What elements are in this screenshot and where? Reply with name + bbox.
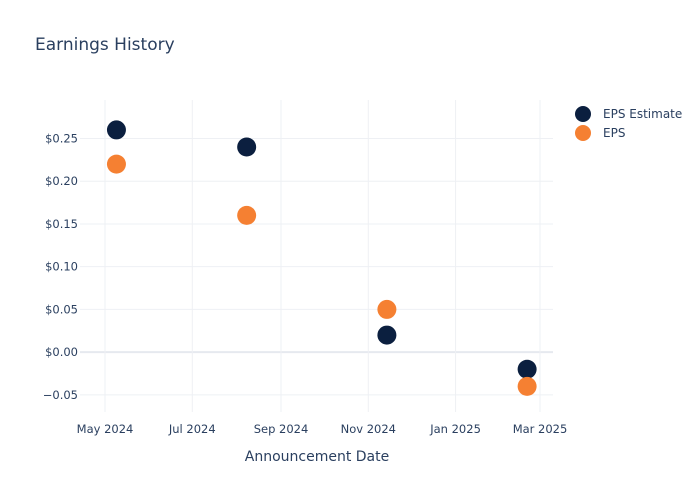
y-tick-label: $0.05 [45, 302, 78, 316]
x-axis: May 2024 Jul 2024 Sep 2024 Nov 2024 Jan 2025… [77, 422, 568, 436]
eps-point [106, 154, 126, 174]
y-tick-label: $0.20 [45, 174, 78, 188]
grid [80, 100, 553, 412]
eps-estimate-point [106, 120, 126, 140]
y-tick-label: $0.10 [45, 260, 78, 274]
eps-point [237, 205, 257, 225]
eps-estimate-point [237, 137, 257, 157]
eps-estimate-point [377, 325, 397, 345]
legend-marker [575, 106, 591, 122]
legend-label: EPS [603, 126, 625, 140]
x-tick-label: Jan 2025 [429, 422, 481, 436]
x-tick-label: Mar 2025 [513, 422, 568, 436]
y-tick-label: $0.15 [45, 217, 78, 231]
y-tick-label: $0.00 [45, 345, 78, 359]
y-axis: $0.25 $0.20 $0.15 $0.10 $0.05 $0.00 −0.05 [43, 131, 78, 401]
x-axis-title: Announcement Date [245, 449, 389, 465]
legend: EPS Estimate EPS [575, 106, 682, 141]
legend-label: EPS Estimate [603, 107, 682, 121]
eps-point [517, 376, 537, 396]
x-tick-label: Jul 2024 [168, 422, 216, 436]
eps-point [377, 299, 397, 319]
y-tick-label: $0.25 [45, 131, 78, 145]
plot-area [106, 120, 537, 396]
chart-title: Earnings History [35, 35, 175, 55]
y-tick-label: −0.05 [43, 388, 78, 402]
legend-marker [575, 125, 591, 141]
x-tick-label: Nov 2024 [341, 422, 396, 436]
x-tick-label: May 2024 [77, 422, 134, 436]
x-tick-label: Sep 2024 [254, 422, 309, 436]
eps-estimate-point [517, 359, 537, 379]
